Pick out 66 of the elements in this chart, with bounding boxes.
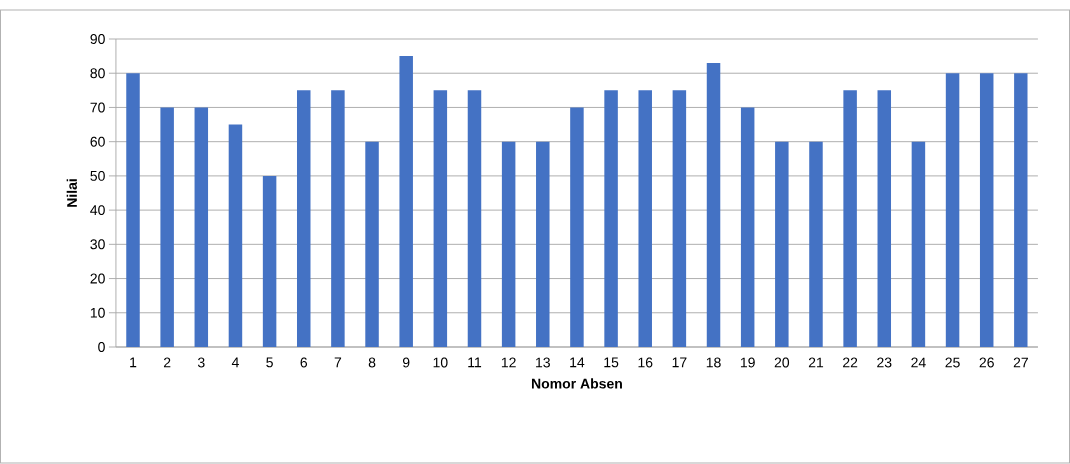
bar	[945, 73, 960, 347]
bar	[297, 90, 311, 347]
x-tick-label: 26	[979, 357, 994, 368]
bar	[911, 141, 926, 347]
bar	[331, 90, 345, 347]
bar	[160, 107, 174, 347]
bar	[877, 90, 892, 347]
x-axis-title: Nomor Absen	[531, 378, 622, 389]
y-axis-title: Nilai	[66, 179, 77, 207]
bar	[570, 107, 584, 347]
bar	[638, 90, 652, 347]
y-tick-label: 30	[90, 239, 105, 250]
bar	[843, 90, 857, 347]
y-tick-label: 20	[90, 273, 105, 284]
y-tick-label: 90	[90, 34, 105, 44]
x-tick-label: 12	[501, 357, 516, 368]
x-tick-label: 21	[808, 357, 824, 368]
x-tick-label: 13	[536, 357, 550, 368]
y-tick-label: 70	[90, 102, 105, 113]
x-tick-label: 9	[402, 357, 410, 368]
x-tick-label: 10	[433, 357, 448, 368]
x-tick-label: 2	[163, 357, 171, 368]
y-tick-label: 50	[90, 170, 105, 181]
x-tick-label: 15	[604, 357, 619, 368]
x-tick-label: 27	[1013, 357, 1028, 368]
bar	[672, 90, 687, 347]
bar	[775, 141, 789, 347]
x-tick-label: 24	[911, 357, 926, 368]
y-tick-label: 40	[90, 205, 105, 216]
y-tick-label: 80	[90, 68, 105, 79]
x-tick-label: 3	[197, 357, 205, 368]
bar	[501, 141, 516, 347]
bar	[979, 73, 994, 347]
y-tick-label: 10	[90, 307, 105, 318]
bar	[365, 141, 379, 347]
x-tick-label: 17	[672, 357, 687, 368]
x-tick-label: 22	[843, 357, 858, 368]
bar	[433, 90, 448, 347]
x-tick-label: 20	[774, 357, 790, 368]
x-tick-label: 4	[231, 357, 239, 368]
bar	[604, 90, 618, 347]
x-tick-label: 1	[130, 357, 137, 368]
bar	[1014, 73, 1028, 347]
y-tick-label: 60	[90, 136, 105, 147]
bar	[809, 141, 823, 347]
x-tick-label: 11	[468, 357, 482, 368]
bar	[399, 56, 413, 347]
x-tick-label: 7	[334, 357, 342, 368]
y-tick-label: 0	[98, 342, 105, 352]
x-tick-label: 14	[570, 357, 585, 368]
x-tick-label: 18	[706, 357, 721, 368]
x-tick-label: 23	[877, 357, 892, 368]
bar	[706, 62, 721, 347]
bar	[228, 124, 243, 347]
x-tick-label: 5	[266, 357, 273, 368]
x-tick-label: 8	[368, 357, 376, 368]
bar	[126, 73, 140, 347]
x-tick-label: 25	[945, 357, 960, 368]
bar	[262, 175, 277, 347]
bar	[740, 107, 755, 347]
x-tick-label: 19	[740, 357, 755, 368]
x-tick-label: 6	[300, 357, 308, 368]
bar	[194, 107, 209, 347]
bar	[467, 90, 482, 347]
x-tick-label: 16	[638, 357, 653, 368]
bar	[536, 141, 550, 347]
